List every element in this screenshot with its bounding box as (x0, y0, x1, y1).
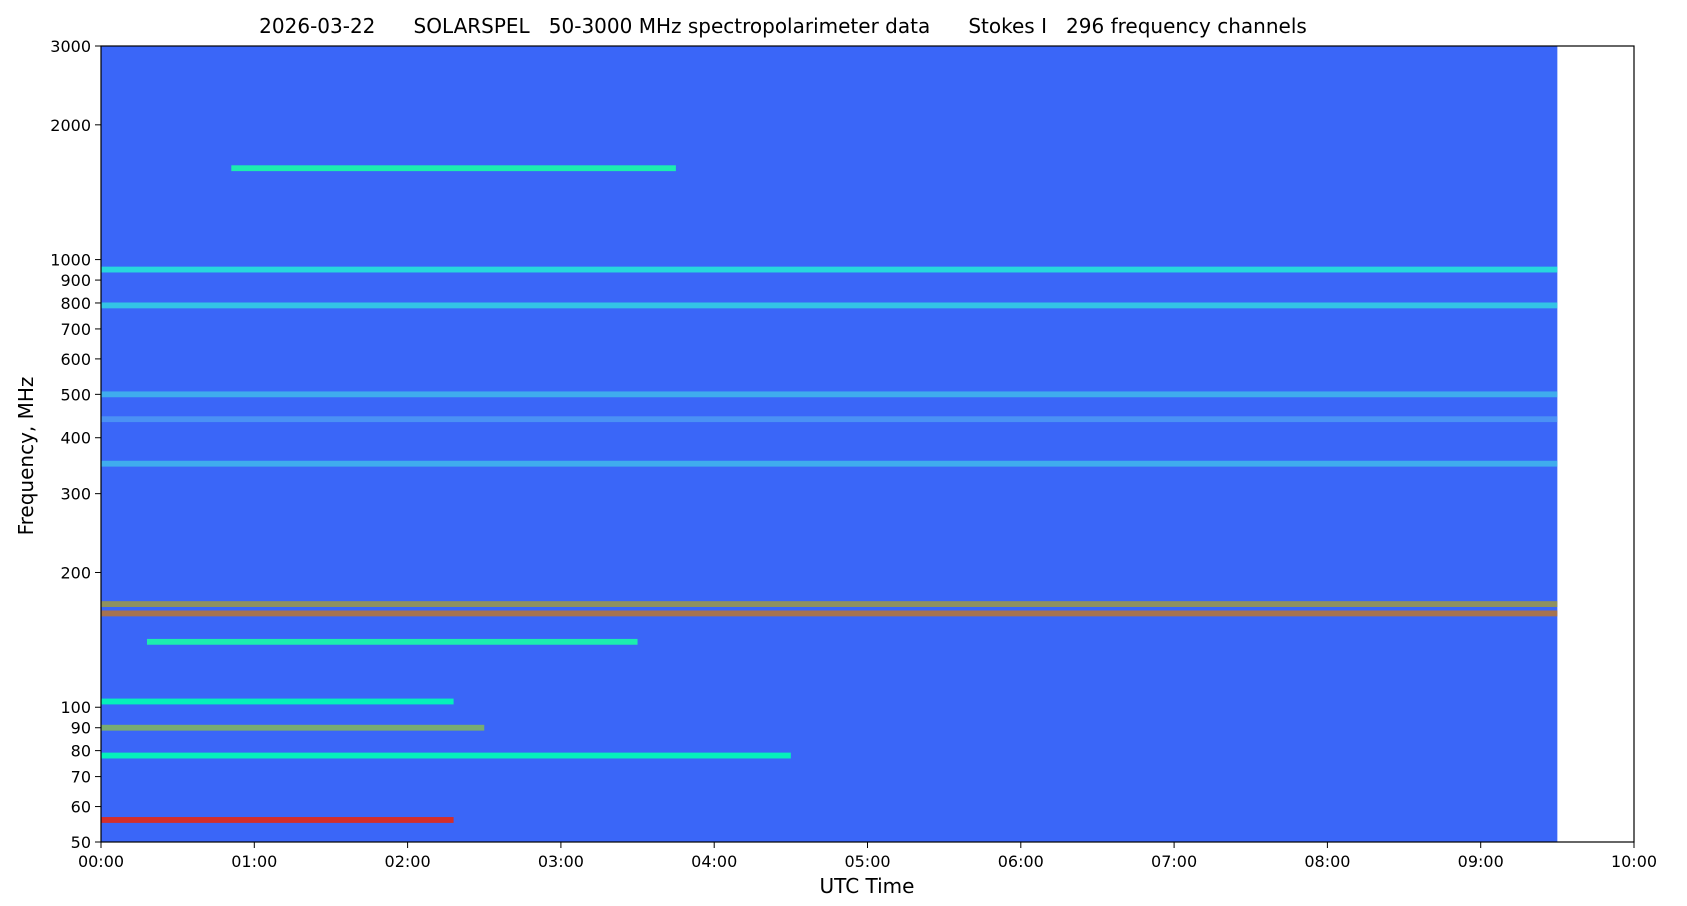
emission-band-1600mhz (231, 165, 676, 172)
x-tick-label: 10:00 (1611, 852, 1657, 871)
x-tick-label: 03:00 (538, 852, 584, 871)
emission-band-350mhz (101, 460, 1558, 467)
x-tick-label: 05:00 (844, 852, 890, 871)
chart-title: 2026-03-22 SOLARSPEL 50-3000 MHz spectro… (259, 14, 1307, 38)
x-tick-label: 00:00 (78, 852, 124, 871)
emission-band-500mhz (101, 391, 1558, 398)
x-axis: 00:00 01:00 02:00 03:00 04:00 05:00 06:00 07:00… (78, 842, 1657, 871)
y-tick-label: 2000 (50, 116, 91, 135)
y-tick-label: 700 (60, 320, 91, 339)
emission-band-56mhz (101, 817, 454, 823)
y-axis-title: Frequency, MHz (14, 377, 38, 536)
y-tick-label: 70 (71, 768, 91, 787)
emission-band-140mhz (146, 638, 638, 645)
y-tick-label: 60 (71, 798, 91, 817)
x-tick-label: 07:00 (1151, 852, 1197, 871)
y-tick-label: 600 (60, 350, 91, 369)
plot-area (101, 46, 1558, 842)
y-tick-label: 200 (60, 563, 91, 582)
emission-band-162mhz (101, 610, 1558, 617)
x-tick-label: 02:00 (385, 852, 431, 871)
y-tick-label: 300 (60, 485, 91, 504)
y-tick-label: 500 (60, 385, 91, 404)
y-tick-label: 900 (60, 271, 91, 290)
x-tick-label: 01:00 (231, 852, 277, 871)
y-tick-label: 400 (60, 429, 91, 448)
emission-band-440mhz (101, 416, 1558, 423)
x-tick-label: 06:00 (998, 852, 1044, 871)
x-tick-label: 04:00 (691, 852, 737, 871)
plot-frame (100, 45, 1635, 843)
x-tick-label: 08:00 (1304, 852, 1350, 871)
y-tick-label: 80 (71, 742, 91, 761)
emission-band-790mhz (101, 302, 1558, 309)
y-tick-label: 800 (60, 294, 91, 313)
emission-band-90mhz (101, 724, 485, 731)
y-axis: 50 60 70 80 90 100 200 300 400 500 600 700 800 900100… (50, 37, 101, 852)
emission-band-103mhz (101, 698, 454, 705)
spectrogram-background (101, 46, 1558, 842)
y-tick-label: 1000 (50, 251, 91, 270)
y-tick-label: 3000 (50, 37, 91, 56)
emission-band-950mhz (101, 266, 1558, 273)
y-tick-label: 50 (71, 833, 91, 852)
emission-band-78mhz (101, 752, 791, 759)
x-axis-title: UTC Time (820, 874, 915, 898)
x-tick-label: 09:00 (1458, 852, 1504, 871)
y-tick-label: 100 (60, 698, 91, 717)
y-tick-label: 90 (71, 719, 91, 738)
emission-band-170mhz (101, 601, 1558, 607)
